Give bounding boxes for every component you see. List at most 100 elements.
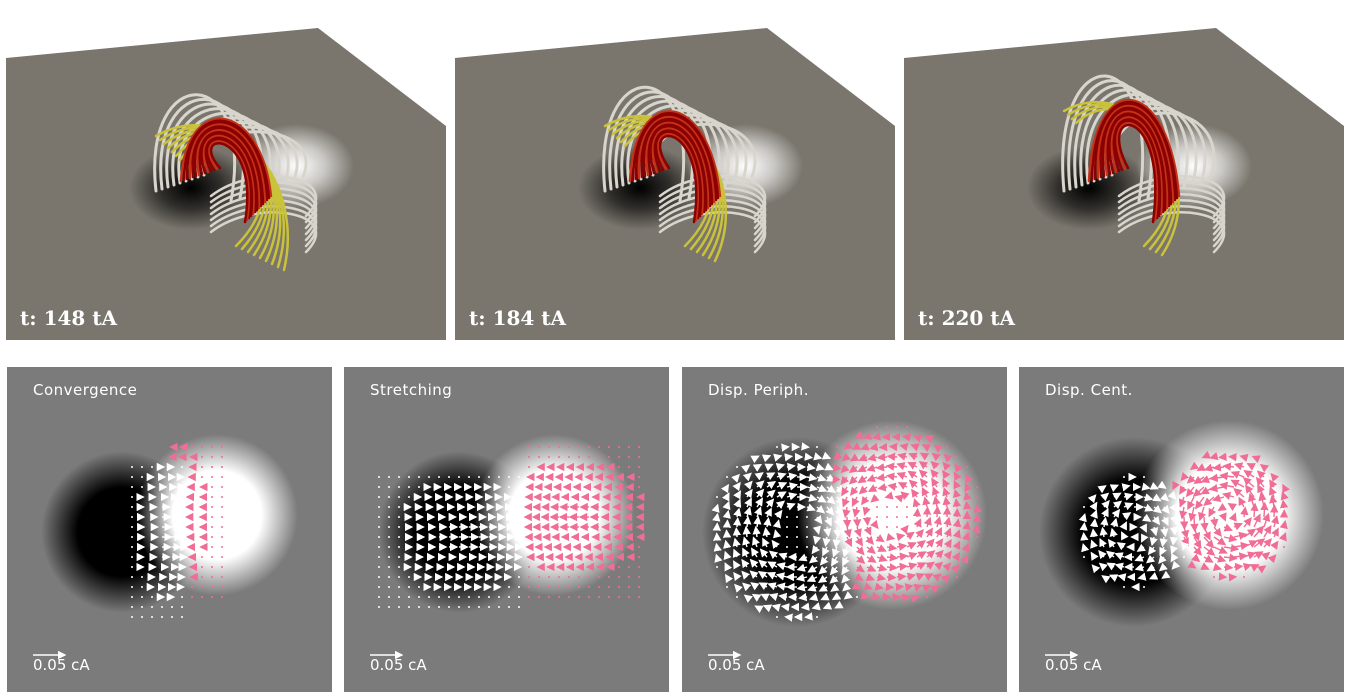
- velocity-dot: [141, 476, 143, 478]
- velocity-arrow: [952, 488, 962, 499]
- velocity-arrow: [1145, 554, 1156, 564]
- velocity-dot: [876, 516, 878, 518]
- velocity-arrow: [876, 563, 888, 572]
- velocity-arrow: [1178, 496, 1187, 508]
- velocity-arrow: [906, 542, 917, 550]
- velocity-arrow: [885, 462, 898, 471]
- velocity-dot: [398, 506, 400, 508]
- velocity-arrow: [1101, 500, 1110, 510]
- velocity-arrow: [1105, 550, 1116, 560]
- velocity-dot: [518, 586, 520, 588]
- velocity-arrow: [829, 574, 839, 584]
- velocity-arrow: [962, 520, 971, 530]
- velocity-arrow: [924, 573, 934, 582]
- velocity-dot: [638, 566, 640, 568]
- velocity-arrow: [841, 486, 850, 497]
- velocity-dot: [598, 446, 600, 448]
- velocity-dot: [578, 576, 580, 578]
- velocity-dot: [598, 586, 600, 588]
- velocity-arrow: [1213, 546, 1228, 554]
- velocity-dot: [211, 586, 213, 588]
- velocity-dot: [378, 526, 380, 528]
- velocity-dot: [408, 586, 410, 588]
- velocity-arrow: [798, 553, 808, 562]
- velocity-dot: [388, 566, 390, 568]
- velocity-arrow: [1271, 527, 1279, 538]
- velocity-dot: [388, 536, 390, 538]
- velocity-arrow: [849, 453, 860, 462]
- red-loop: [1114, 120, 1160, 220]
- white-loop: [209, 211, 318, 254]
- scale-label: 0.05 cA: [708, 656, 765, 674]
- velocity-arrow: [784, 453, 794, 462]
- velocity-dot: [558, 586, 560, 588]
- velocity-arrow: [1203, 546, 1216, 556]
- velocity-arrow: [732, 481, 741, 492]
- velocity-dot: [1183, 556, 1185, 558]
- velocity-dot: [1123, 476, 1125, 478]
- velocity-dot: [896, 516, 898, 518]
- velocity-arrow: [808, 554, 819, 564]
- velocity-arrow: [1134, 553, 1145, 562]
- velocity-arrow: [906, 562, 918, 571]
- velocity-dot: [498, 606, 500, 608]
- velocity-dot: [161, 606, 163, 608]
- velocity-dot: [408, 606, 410, 608]
- velocity-arrow: [1101, 507, 1109, 518]
- velocity-arrow: [934, 526, 943, 538]
- velocity-arrow: [1203, 526, 1211, 541]
- red-loop: [1101, 108, 1171, 208]
- velocity-arrow: [1169, 526, 1179, 536]
- velocity-arrow: [1161, 516, 1169, 527]
- velocity-arrow: [843, 591, 853, 600]
- snapshot-panel-2: t: 184 tA: [455, 6, 895, 340]
- velocity-arrow: [844, 536, 853, 548]
- velocity-arrow: [963, 491, 972, 501]
- velocity-arrow: [1193, 536, 1202, 549]
- velocity-dot: [1123, 586, 1125, 588]
- velocity-dot: [418, 606, 420, 608]
- velocity-arrow: [767, 582, 778, 591]
- velocity-arrow: [1121, 531, 1129, 541]
- red-loop: [645, 121, 710, 210]
- velocity-dot: [538, 596, 540, 598]
- velocity-arrow: [1187, 496, 1195, 511]
- red-loop: [191, 125, 265, 206]
- velocity-dot: [398, 596, 400, 598]
- velocity-dot: [221, 586, 223, 588]
- velocity-dot: [131, 536, 133, 538]
- velocity-arrow: [1161, 570, 1171, 579]
- velocity-dot: [151, 616, 153, 618]
- velocity-dot: [508, 586, 510, 588]
- velocity-dot: [876, 426, 878, 428]
- velocity-arrow: [1185, 486, 1195, 498]
- velocity-arrow: [1270, 540, 1279, 550]
- velocity-arrow: [819, 556, 829, 566]
- velocity-dot: [736, 596, 738, 598]
- velocity-dot: [458, 476, 460, 478]
- velocity-arrow: [853, 526, 862, 538]
- red-loop: [196, 129, 261, 210]
- velocity-dot: [548, 576, 550, 578]
- velocity-arrow: [762, 527, 771, 538]
- red-loop: [193, 127, 263, 208]
- velocity-arrow: [759, 548, 769, 558]
- velocity-arrow: [720, 483, 730, 494]
- velocity-arrow: [806, 462, 816, 472]
- velocity-dot: [518, 496, 520, 498]
- velocity-arrow: [1208, 506, 1217, 518]
- velocity-arrow: [912, 507, 922, 518]
- velocity-arrow: [867, 453, 878, 462]
- velocity-arrow: [877, 483, 888, 492]
- velocity-arrow: [906, 572, 917, 581]
- velocity-dot: [976, 536, 978, 538]
- red-loop: [204, 136, 254, 218]
- velocity-arrow: [1172, 480, 1180, 491]
- velocity-arrow: [1253, 525, 1265, 538]
- velocity-arrow: [1121, 483, 1131, 492]
- velocity-arrow: [749, 558, 759, 568]
- velocity-dot: [836, 446, 838, 448]
- velocity-dot: [966, 466, 968, 468]
- velocity-dot: [221, 556, 223, 558]
- velocity-arrow: [1222, 462, 1235, 471]
